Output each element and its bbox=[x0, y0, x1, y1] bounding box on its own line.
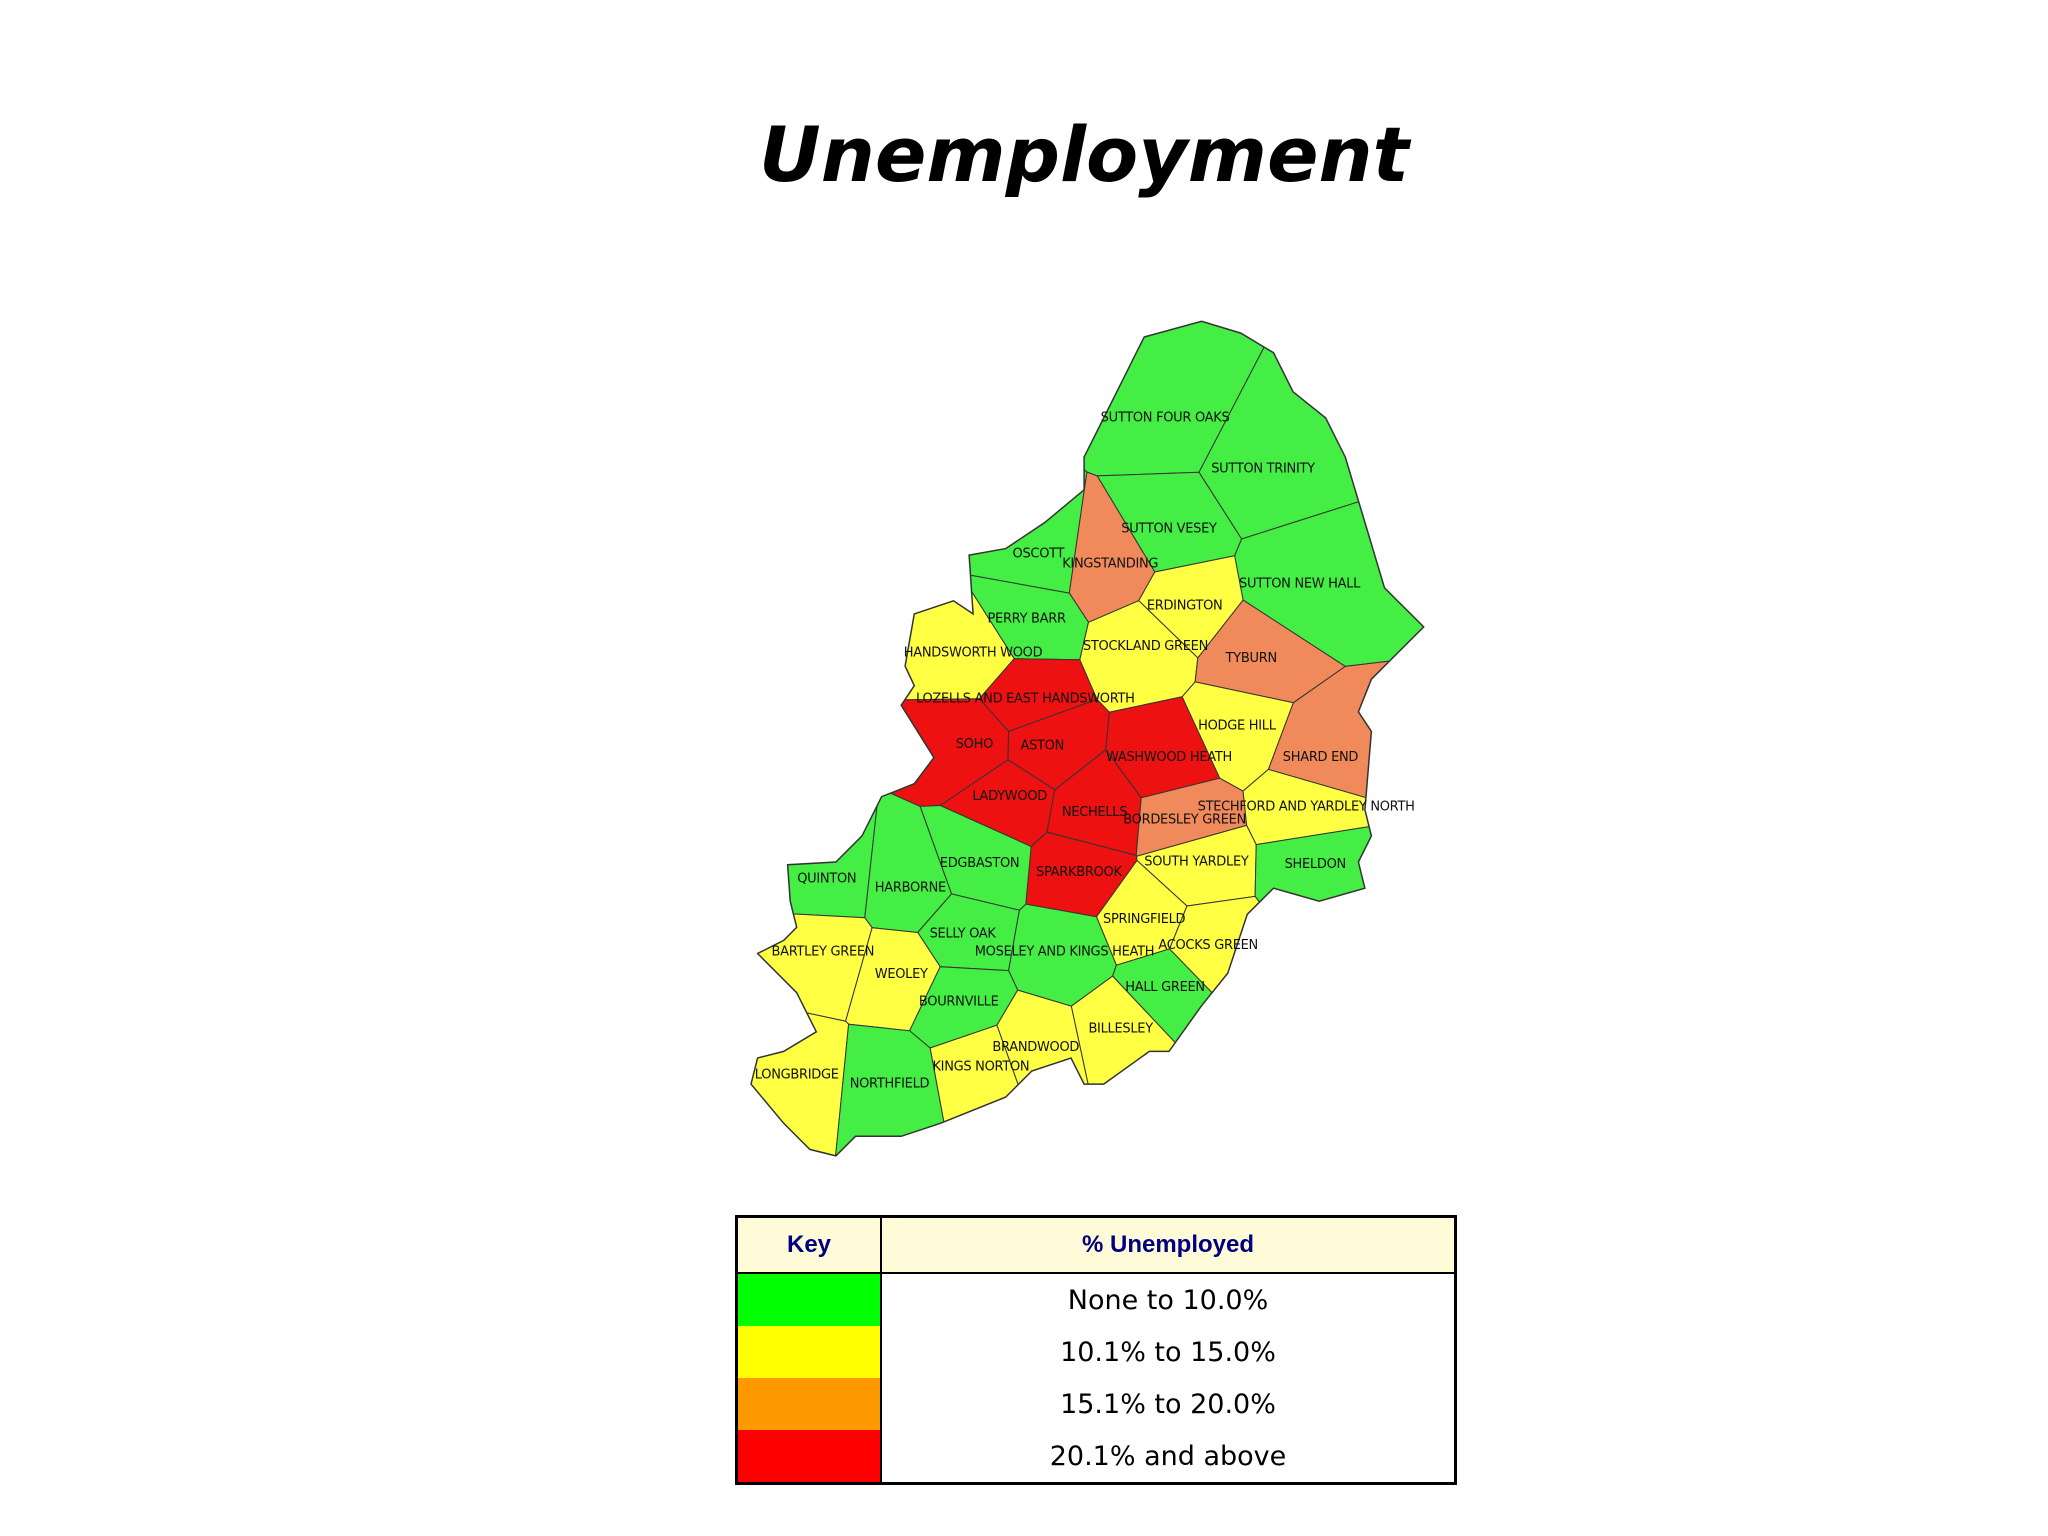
ward-label: HALL GREEN bbox=[1125, 980, 1205, 995]
ward-label: SELLY OAK bbox=[930, 926, 997, 941]
ward-label: SHELDON bbox=[1285, 857, 1346, 872]
legend-swatch bbox=[736, 1326, 882, 1378]
ward-label: TYBURN bbox=[1225, 651, 1277, 666]
ward-label: SOUTH YARDLEY bbox=[1144, 855, 1249, 870]
ward-area bbox=[751, 905, 873, 1022]
ward-label: LADYWOOD bbox=[972, 789, 1047, 804]
ward-label: SPARKBROOK bbox=[1036, 865, 1122, 880]
ward-label: QUINTON bbox=[797, 872, 856, 887]
ward-label: BRANDWOOD bbox=[992, 1040, 1079, 1055]
ward-label: LONGBRIDGE bbox=[755, 1067, 839, 1082]
legend-row: 15.1% to 20.0% bbox=[736, 1378, 1456, 1430]
ward-label: SUTTON VESEY bbox=[1121, 521, 1217, 536]
ward-label: BILLESLEY bbox=[1088, 1022, 1153, 1037]
ward-label: BORDESLEY GREEN bbox=[1123, 813, 1246, 828]
ward-label: KINGS NORTON bbox=[932, 1060, 1029, 1075]
legend-label: 10.1% to 15.0% bbox=[1060, 1336, 1276, 1368]
ward-label: WASHWOOD HEATH bbox=[1106, 750, 1232, 765]
ward-label: BARTLEY GREEN bbox=[771, 945, 874, 960]
legend-swatch bbox=[736, 1273, 882, 1326]
ward-area bbox=[1198, 321, 1424, 540]
ward-labels: SUTTON FOUR OAKS SUTTON TRINITY SUTTON VES… bbox=[755, 410, 1415, 1091]
ward-label: NECHELLS bbox=[1062, 805, 1127, 820]
legend-header-cell: % Unemployed bbox=[880, 1215, 1457, 1274]
ward-label: WEOLEY bbox=[875, 967, 928, 982]
ward-label: ASTON bbox=[1021, 738, 1065, 753]
ward-areas bbox=[751, 321, 1424, 1156]
ward-label: OSCOTT bbox=[1013, 546, 1065, 561]
legend-header-cell: Key bbox=[735, 1215, 882, 1274]
ward-label: KINGSTANDING bbox=[1062, 557, 1158, 572]
legend-label: 20.1% and above bbox=[1049, 1440, 1287, 1472]
legend-table: Key % Unemployed None to 10.0% 10.1% to 1… bbox=[735, 1215, 1457, 1485]
ward-area bbox=[826, 1023, 967, 1156]
ward-label: SHARD END bbox=[1283, 750, 1359, 765]
title: Unemployment bbox=[759, 110, 1409, 199]
map-outline bbox=[750, 320, 1425, 1157]
ward-label: SOHO bbox=[956, 737, 993, 752]
ward-label: PERRY BARR bbox=[987, 612, 1066, 627]
legend-row: 20.1% and above bbox=[736, 1430, 1456, 1484]
ward-label: MOSELEY AND KINGS HEATH bbox=[975, 945, 1154, 960]
ward-label: LOZELLS AND EAST HANDSWORTH bbox=[916, 691, 1135, 706]
legend-row: None to 10.0% bbox=[736, 1273, 1456, 1326]
ward-label: EDGBASTON bbox=[940, 856, 1020, 871]
legend-header: Key % Unemployed bbox=[735, 1215, 1457, 1274]
ward-map: SUTTON FOUR OAKS SUTTON TRINITY SUTTON VES… bbox=[750, 320, 1425, 1157]
ward-area bbox=[1254, 816, 1424, 1156]
ward-label: NORTHFIELD bbox=[850, 1077, 930, 1092]
legend-swatch bbox=[736, 1430, 882, 1484]
legend-label: 15.1% to 20.0% bbox=[1060, 1388, 1276, 1420]
legend-label: None to 10.0% bbox=[1067, 1284, 1269, 1316]
ward-label: STOCKLAND GREEN bbox=[1083, 639, 1208, 654]
ward-label: SUTTON TRINITY bbox=[1211, 461, 1315, 476]
ward-label: HANDSWORTH WOOD bbox=[904, 646, 1043, 661]
legend-row: 10.1% to 15.0% bbox=[736, 1326, 1456, 1378]
ward-area bbox=[1070, 975, 1363, 1156]
ward-label: HARBORNE bbox=[875, 881, 946, 896]
ward-label: ERDINGTON bbox=[1147, 599, 1223, 614]
ward-area bbox=[751, 321, 1088, 594]
legend-swatch bbox=[736, 1378, 882, 1430]
ward-label: SUTTON FOUR OAKS bbox=[1101, 410, 1230, 425]
ward-label: STECHFORD AND YARDLEY NORTH bbox=[1198, 800, 1415, 815]
ward-label: SUTTON NEW HALL bbox=[1239, 576, 1361, 591]
ward-label: SPRINGFIELD bbox=[1103, 912, 1186, 927]
ward-label: ACOCKS GREEN bbox=[1158, 938, 1258, 953]
ward-label: HODGE HILL bbox=[1198, 719, 1277, 734]
ward-label: BOURNVILLE bbox=[919, 994, 999, 1009]
